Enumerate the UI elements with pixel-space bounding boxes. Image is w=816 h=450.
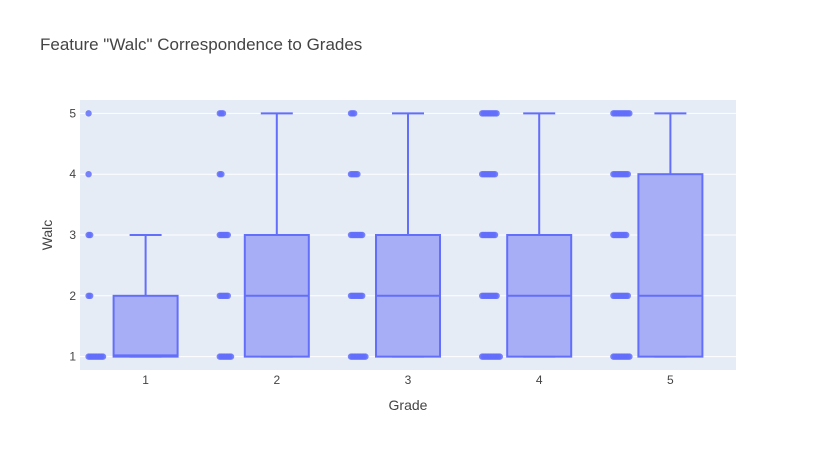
y-tick-label: 3 bbox=[69, 228, 76, 242]
data-point bbox=[354, 170, 361, 178]
data-point bbox=[219, 110, 227, 117]
box-body bbox=[112, 294, 179, 358]
data-point bbox=[85, 110, 92, 117]
data-point bbox=[626, 110, 633, 117]
x-tick-label: 2 bbox=[273, 373, 280, 387]
data-point bbox=[87, 231, 94, 239]
data-point bbox=[218, 170, 225, 178]
y-tick-label: 1 bbox=[69, 350, 76, 364]
data-point bbox=[359, 292, 366, 300]
data-point bbox=[491, 170, 499, 178]
box-3 bbox=[375, 112, 441, 358]
data-point bbox=[623, 231, 630, 239]
x-tick-label: 1 bbox=[142, 373, 149, 387]
data-point bbox=[496, 353, 503, 360]
data-point bbox=[624, 170, 631, 178]
chart-title: Feature "Walc" Correspondence to Grades bbox=[40, 35, 362, 54]
data-point bbox=[491, 231, 499, 239]
data-point bbox=[99, 353, 107, 360]
box-body bbox=[637, 173, 704, 358]
box-4 bbox=[506, 112, 573, 358]
y-axis-title: Walc bbox=[39, 220, 55, 251]
tick-labels: 1 2 3 4 5 1 2 3 4 5 bbox=[69, 106, 674, 387]
data-point bbox=[362, 353, 369, 360]
x-axis-title: Grade bbox=[389, 397, 428, 413]
x-tick-label: 5 bbox=[667, 373, 674, 387]
box-5 bbox=[637, 112, 704, 358]
data-point bbox=[224, 292, 231, 300]
data-point bbox=[493, 292, 500, 300]
data-point bbox=[87, 292, 94, 300]
data-point bbox=[351, 110, 358, 117]
y-tick-label: 4 bbox=[69, 167, 76, 181]
data-point bbox=[624, 292, 631, 300]
boxes bbox=[112, 112, 704, 358]
x-tick-label: 4 bbox=[536, 373, 543, 387]
box-2 bbox=[243, 112, 310, 358]
y-tick-label: 5 bbox=[69, 106, 76, 120]
y-tick-label: 2 bbox=[69, 289, 76, 303]
data-point bbox=[626, 353, 633, 360]
data-point bbox=[224, 231, 231, 239]
data-points bbox=[85, 110, 633, 360]
x-tick-label: 3 bbox=[405, 373, 412, 387]
data-point bbox=[85, 170, 92, 178]
data-point bbox=[359, 231, 366, 239]
data-point bbox=[493, 110, 500, 117]
box-1 bbox=[112, 234, 179, 358]
data-point bbox=[227, 353, 235, 360]
